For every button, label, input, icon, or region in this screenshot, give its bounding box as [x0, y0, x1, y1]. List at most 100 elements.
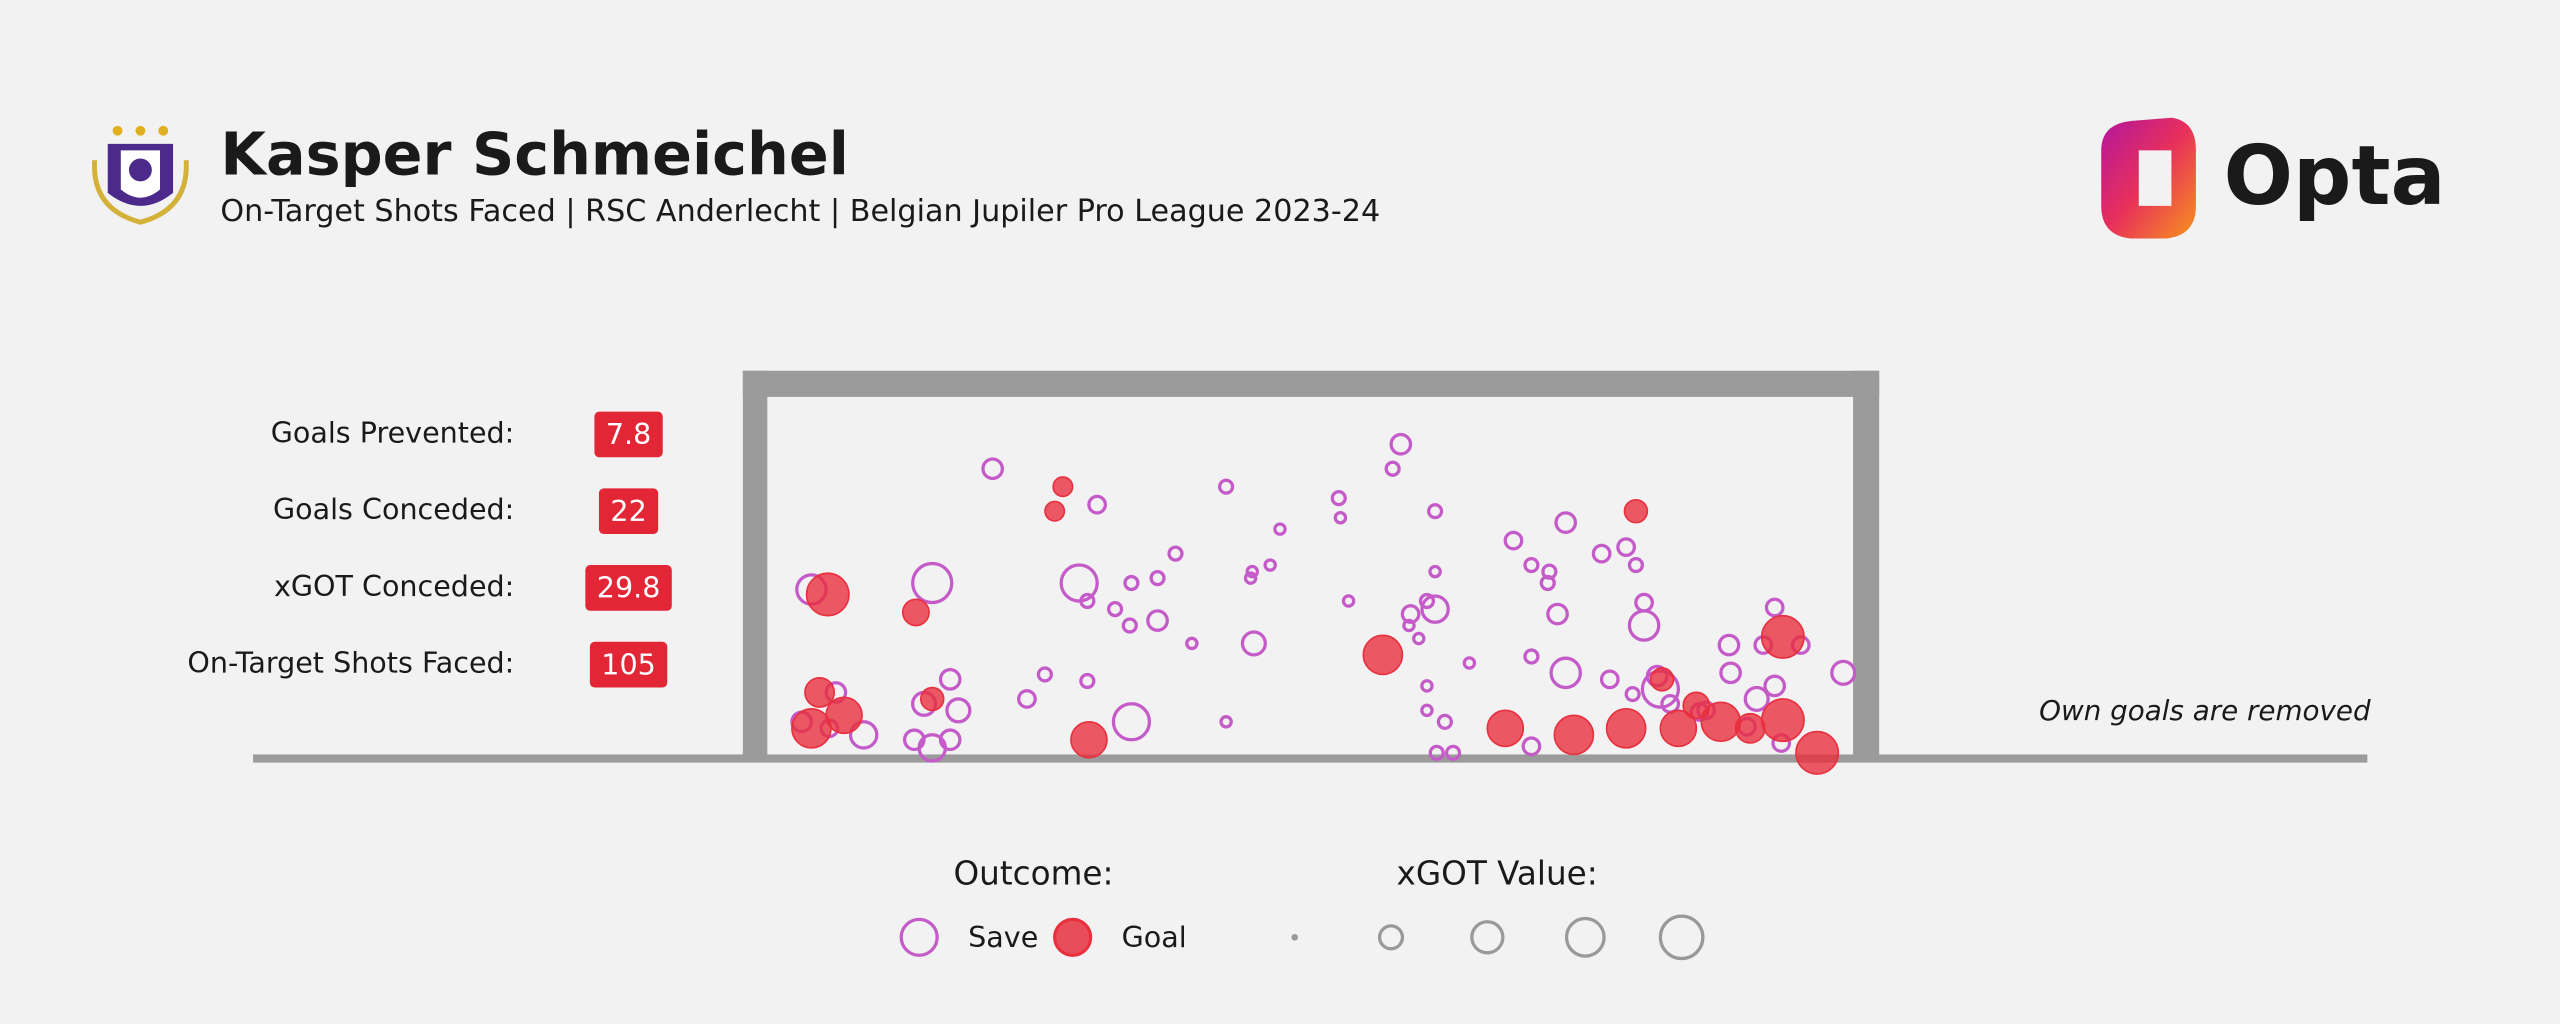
save-shot: [911, 561, 954, 605]
save-shot: [1428, 744, 1445, 761]
save-shot: [917, 733, 948, 763]
right-post: [1853, 370, 1880, 760]
save-shot: [1123, 574, 1140, 592]
save-shot: [1420, 594, 1450, 624]
size-swatch: [1470, 920, 1505, 955]
save-shot: [1263, 558, 1277, 572]
save-shot: [1341, 594, 1356, 608]
size-swatch: [1658, 914, 1705, 961]
title: Kasper Schmeichel: [220, 120, 848, 189]
legend-swatch: [899, 917, 939, 957]
goal-shot: [805, 572, 850, 617]
save-shot: [1627, 609, 1661, 642]
save-shot: [1444, 744, 1462, 761]
goal-shot: [1659, 709, 1698, 748]
stat-value: 29.8: [597, 571, 661, 605]
legend-label: Save: [968, 920, 1038, 954]
save-shot: [1036, 666, 1053, 683]
save-shot: [1616, 537, 1636, 557]
goal-shot: [1795, 730, 1840, 775]
stats-panel: Goals Prevented: 7.8 Goals Conceded: 22 xGOT…: [187, 411, 672, 688]
goal-shot: [1649, 667, 1675, 692]
save-shot: [1240, 630, 1267, 657]
save-shot: [1079, 672, 1096, 690]
goal-frame: [253, 370, 2368, 763]
save-shot: [1427, 503, 1444, 520]
goal-shot: [1486, 709, 1525, 748]
save-shot: [1146, 609, 1169, 632]
save-shot: [945, 697, 972, 724]
save-shot: [1330, 490, 1347, 507]
shots: [790, 432, 1857, 775]
crest-star: [158, 125, 169, 136]
save-shot: [1218, 478, 1235, 495]
save-shot: [1830, 659, 1857, 686]
note: Own goals are removed: [2039, 694, 2371, 727]
goal-shot: [1700, 701, 1742, 743]
crest-emblem: [128, 158, 152, 182]
save-shot: [1523, 556, 1540, 574]
save-shot: [1764, 597, 1785, 618]
goal-shot: [791, 707, 832, 749]
stat-badge: [585, 565, 672, 611]
save-shot: [1763, 674, 1787, 698]
save-shot: [1627, 556, 1645, 574]
goal-shot: [1362, 634, 1404, 676]
subtitle: On-Target Shots Faced | RSC Anderlecht |…: [220, 194, 1380, 229]
stat-badge: [598, 488, 659, 535]
save-shot: [938, 668, 962, 691]
stat-badge: [594, 411, 663, 458]
save-shot: [1521, 736, 1542, 757]
brand-name: Opta: [2224, 129, 2446, 224]
goal-shot: [1070, 720, 1108, 759]
club-crest: [92, 125, 189, 225]
brand-logo: [2101, 117, 2196, 239]
save-shot: [1599, 669, 1620, 690]
save-shot: [1149, 570, 1166, 587]
stat-value: 105: [601, 647, 656, 681]
size-swatch: [1291, 934, 1298, 941]
save-shot: [1462, 656, 1477, 670]
save-shot: [1420, 679, 1434, 693]
goal-shot: [1760, 698, 1805, 743]
save-shot: [1624, 685, 1641, 703]
stat-label: xGOT Conceded:: [274, 569, 514, 603]
save-shot: [1107, 601, 1124, 618]
crest-star: [112, 125, 123, 136]
legend-title: Outcome:: [953, 854, 1113, 892]
save-shot: [1389, 432, 1413, 456]
save-shot: [1333, 510, 1348, 525]
goal-shot: [1553, 714, 1595, 756]
save-shot: [1219, 715, 1233, 729]
save-shot: [848, 720, 879, 750]
save-shot: [1412, 631, 1426, 646]
goal-shot: [901, 598, 930, 627]
crest-wreath: [92, 160, 189, 225]
save-shot: [1243, 571, 1258, 585]
save-shot: [1546, 602, 1569, 626]
goal-shot: [804, 676, 836, 708]
stat-label: Goals Prevented:: [271, 415, 515, 449]
stat-label: Goals Conceded:: [273, 492, 514, 526]
size-legend-title: xGOT Value:: [1397, 854, 1598, 892]
save-shot: [1591, 543, 1612, 564]
goal-shot: [1605, 707, 1647, 749]
save-shot: [1079, 592, 1096, 610]
ground-line: [253, 754, 2368, 763]
stat-value: 7.8: [606, 417, 651, 451]
save-shot: [1017, 689, 1037, 709]
save-shot: [1087, 494, 1108, 515]
goal-shot: [920, 686, 945, 712]
goal-shot: [1760, 614, 1805, 659]
size-swatch: [1564, 916, 1606, 958]
save-shot: [1400, 604, 1421, 624]
save-shot: [1418, 592, 1436, 610]
save-shot: [1719, 661, 1742, 685]
save-shot: [1554, 511, 1578, 534]
stat-value: 22: [610, 494, 646, 528]
goal-shot: [1044, 500, 1066, 522]
stat-badge: [589, 641, 668, 688]
legend-label: Goal: [1122, 920, 1187, 954]
